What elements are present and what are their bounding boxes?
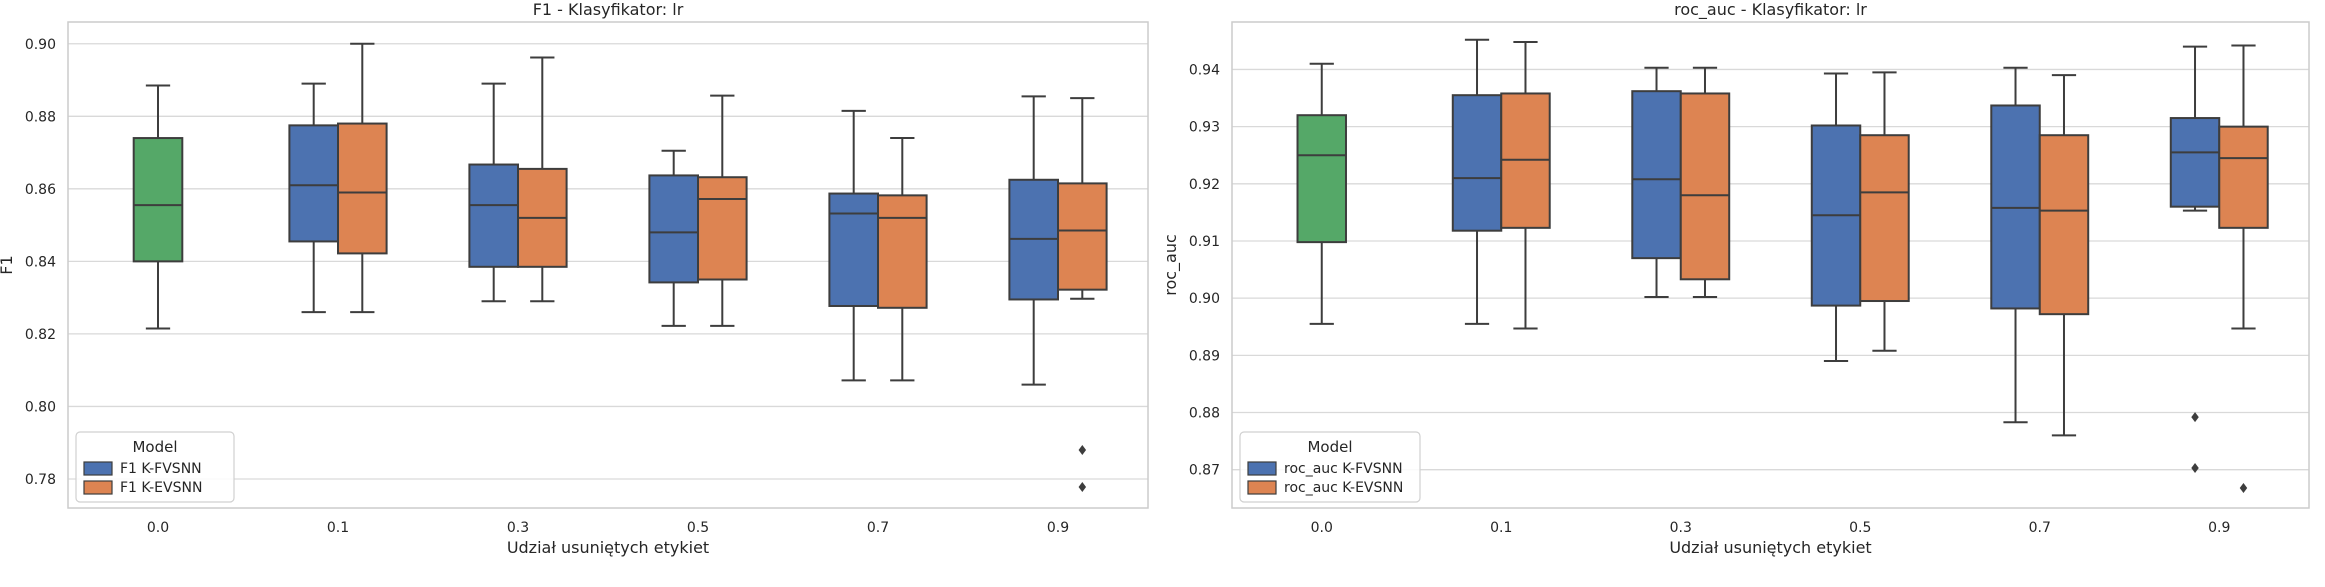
x-tick-label: 0.7 [867, 520, 889, 536]
box-0.9-s0 [1008, 95, 1060, 386]
legend: Model roc_auc K-FVSNN roc_auc K-EVSNN [1239, 431, 1421, 503]
box-0.5-s0 [648, 149, 700, 327]
iqr-box [1679, 92, 1731, 281]
legend-label: F1 K-FVSNN [120, 461, 202, 477]
legend-swatch [1247, 480, 1277, 495]
y-tick-label: 0.94 [1189, 62, 1220, 78]
legend-label: F1 K-EVSNN [120, 480, 202, 496]
box-0.1-s0 [1451, 38, 1503, 325]
box-0.1-s1 [337, 42, 388, 314]
plot-frame [1231, 21, 2310, 509]
iqr-box [697, 176, 748, 281]
box-0.3-s1 [1679, 66, 1731, 299]
box-0.3-s0 [1631, 66, 1682, 299]
plot-frame [67, 21, 1149, 509]
y-tick-label: 0.91 [1189, 234, 1220, 250]
outlier-point [1078, 481, 1087, 492]
outlier-point [2191, 412, 2199, 423]
legend-label: roc_auc K-FVSNN [1284, 461, 1403, 477]
x-tick-label: 0.0 [147, 520, 169, 536]
legend-box [75, 431, 235, 503]
y-tick-label: 0.92 [1189, 177, 1220, 193]
iqr-box [1859, 134, 1910, 303]
outlier-point [1078, 444, 1087, 455]
box-0.7-s0 [828, 109, 880, 382]
chart-panel-1: 0.87 0.88 0.89 0.90 0.91 0.92 0.93 0.94 0.0 0.1 0.… [1161, 0, 2310, 557]
x-tick-label: 0.5 [1849, 520, 1871, 536]
box-0.9-s0 [2169, 45, 2221, 473]
chart-title: F1 - Klasyfikator: lr [533, 0, 684, 19]
iqr-box [877, 194, 928, 309]
x-tick-label: 0.0 [1311, 520, 1333, 536]
x-tick-label: 0.1 [327, 520, 349, 536]
iqr-box [337, 122, 388, 255]
legend-label: roc_auc K-EVSNN [1284, 480, 1403, 496]
box-0.5-s1 [1859, 71, 1910, 352]
iqr-box [2038, 134, 2090, 316]
legend-box [1239, 431, 1421, 503]
box-0.7-s1 [877, 137, 928, 382]
iqr-box [1057, 182, 1108, 291]
box-0.7-s0 [1990, 66, 2041, 424]
iqr-box [2218, 125, 2269, 229]
outlier-point [2191, 462, 2199, 473]
legend-swatch [83, 461, 113, 476]
box-0.0-single [132, 84, 184, 330]
iqr-box [1451, 94, 1503, 232]
box-0.1-s0 [288, 82, 339, 314]
box-0.3-s1 [517, 56, 568, 303]
legend: Model F1 K-FVSNN F1 K-EVSNN [75, 431, 235, 503]
box-0.3-s0 [468, 82, 519, 303]
x-tick-label: 0.1 [1490, 520, 1512, 536]
iqr-box [288, 124, 339, 243]
y-tick-label: 0.90 [25, 37, 56, 53]
y-tick-label: 0.90 [1189, 291, 1220, 307]
x-tick-label: 0.9 [2208, 520, 2230, 536]
box-0.5-s1 [697, 94, 748, 327]
iqr-box [132, 137, 184, 263]
x-tick-label: 0.3 [1670, 520, 1692, 536]
legend-title: Model [1307, 438, 1352, 456]
chart-panel-0: 0.78 0.80 0.82 0.84 0.86 0.88 0.90 0.0 0.1 0.3 0.5… [0, 0, 1149, 557]
y-tick-label: 0.89 [1189, 348, 1220, 364]
y-tick-label: 0.87 [1189, 463, 1220, 479]
box-0.9-s1 [2218, 44, 2269, 493]
y-tick-label: 0.88 [1189, 406, 1220, 422]
outlier-point [2239, 482, 2248, 493]
x-axis-label: Udział usuniętych etykiet [507, 538, 709, 557]
y-tick-label: 0.93 [1189, 120, 1220, 136]
legend-swatch [83, 480, 113, 495]
x-tick-label: 0.5 [687, 520, 709, 536]
iqr-box [828, 192, 880, 307]
y-tick-label: 0.82 [25, 327, 56, 343]
box-0.7-s1 [2038, 74, 2090, 437]
box-0.5-s0 [1810, 72, 1862, 363]
box-0.1-s1 [1500, 41, 1551, 330]
y-tick-label: 0.88 [25, 109, 56, 125]
iqr-box [648, 174, 700, 284]
box-0.9-s1 [1057, 97, 1108, 492]
x-axis-label: Udział usuniętych etykiet [1669, 538, 1871, 557]
y-axis-label: roc_auc [1161, 234, 1181, 296]
legend-title: Model [132, 438, 177, 456]
x-tick-label: 0.3 [507, 520, 529, 536]
box-0.0-single [1296, 62, 1347, 325]
chart-title: roc_auc - Klasyfikator: lr [1674, 0, 1867, 20]
y-axis-label: F1 [0, 255, 16, 274]
y-tick-label: 0.84 [25, 254, 56, 270]
iqr-box [1296, 114, 1347, 244]
y-tick-label: 0.80 [25, 399, 56, 415]
iqr-box [1631, 90, 1682, 260]
y-tick-label: 0.78 [25, 472, 56, 488]
legend-swatch [1247, 461, 1277, 476]
iqr-box [2169, 117, 2221, 208]
x-tick-label: 0.7 [2029, 520, 2051, 536]
iqr-box [468, 163, 519, 268]
y-tick-label: 0.86 [25, 182, 56, 198]
x-tick-label: 0.9 [1047, 520, 1069, 536]
